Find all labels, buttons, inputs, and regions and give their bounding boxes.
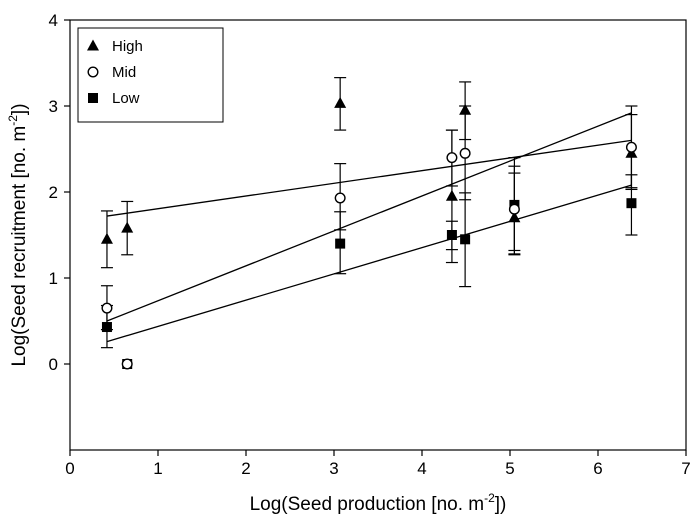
x-tick-label: 3 bbox=[329, 459, 338, 478]
data-point-mid bbox=[121, 358, 133, 370]
x-tick-label: 0 bbox=[65, 459, 74, 478]
y-tick-label: 0 bbox=[49, 355, 58, 374]
data-point-high bbox=[334, 96, 347, 108]
legend-marker-low bbox=[88, 93, 98, 103]
legend-marker-high bbox=[87, 39, 99, 51]
axis-ticks: 0 1 2 3 4 5 6 7 0 1 2 3 4 bbox=[49, 11, 691, 478]
y-tick-label: 2 bbox=[49, 183, 58, 202]
data-point-mid bbox=[625, 141, 637, 153]
fit-line-high bbox=[106, 139, 632, 217]
data-point-low bbox=[446, 230, 457, 240]
legend: High Mid Low bbox=[77, 27, 224, 123]
data-point-low bbox=[626, 198, 637, 209]
data-point-high bbox=[121, 221, 134, 233]
y-tick-label: 4 bbox=[49, 11, 58, 30]
y-axis-title: Log(Seed recruitment [no. m-2]) bbox=[6, 103, 30, 366]
x-axis-title: Log(Seed production [no. m-2]) bbox=[250, 491, 507, 515]
legend-label-high: High bbox=[112, 38, 143, 55]
x-tick-label: 2 bbox=[241, 459, 250, 478]
plot-frame bbox=[69, 19, 687, 451]
legend-box bbox=[77, 27, 224, 123]
data-point-low bbox=[101, 322, 112, 333]
fit-line-low bbox=[106, 184, 632, 343]
data-point-high bbox=[508, 211, 521, 223]
data-point-mid bbox=[101, 302, 113, 314]
data-point-mid bbox=[334, 192, 346, 204]
plot-area bbox=[100, 77, 638, 370]
fit-line-mid bbox=[106, 112, 632, 322]
legend-marker-mid bbox=[87, 66, 99, 78]
x-tick-label: 7 bbox=[681, 459, 690, 478]
data-point-high bbox=[445, 189, 458, 201]
data-point-high bbox=[459, 103, 472, 115]
data-point-mid bbox=[459, 147, 471, 159]
y-tick-label: 3 bbox=[49, 97, 58, 116]
data-point-low bbox=[460, 234, 471, 245]
data-point-mid bbox=[446, 152, 458, 164]
legend-label-low: Low bbox=[112, 90, 140, 107]
x-tick-label: 5 bbox=[505, 459, 514, 478]
data-point-high bbox=[100, 232, 113, 244]
data-point-low bbox=[335, 238, 346, 249]
x-tick-label: 4 bbox=[417, 459, 426, 478]
y-tick-label: 1 bbox=[49, 269, 58, 288]
legend-label-mid: Mid bbox=[112, 64, 136, 81]
x-tick-label: 1 bbox=[153, 459, 162, 478]
x-tick-label: 6 bbox=[593, 459, 602, 478]
data-point-mid bbox=[508, 203, 520, 215]
